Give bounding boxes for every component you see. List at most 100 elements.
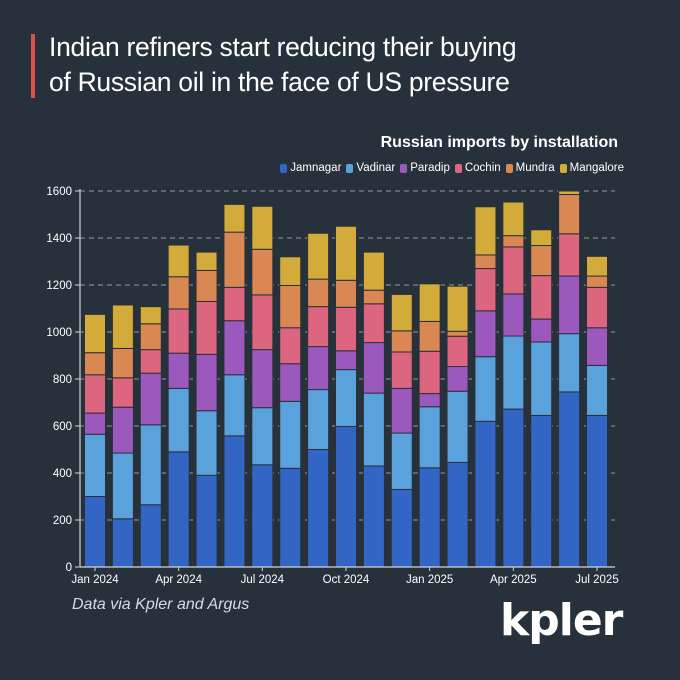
legend-item-jamnagar: Jamnagar (280, 162, 341, 174)
bar-vadinar-15 (502, 335, 525, 410)
y-tick-label: 800 (53, 374, 72, 386)
bar-stack-5 (223, 203, 246, 568)
bar-mangalore-13 (446, 285, 469, 332)
legend-item-vadinar: Vadinar (346, 162, 395, 174)
bar-paradip-9 (335, 350, 357, 371)
bar-jamnagar-14 (474, 420, 497, 568)
bar-stack-6 (251, 205, 274, 568)
bar-paradip-13 (446, 366, 469, 392)
bar-mundra-12 (418, 320, 441, 352)
bar-cochin-8 (307, 306, 330, 348)
bar-vadinar-0 (84, 433, 106, 498)
bar-mundra-15 (502, 235, 525, 248)
bar-mundra-0 (84, 352, 106, 376)
bar-mangalore-2 (139, 306, 162, 325)
chart-title: Russian imports by installation (380, 134, 618, 151)
bar-vadinar-12 (418, 406, 441, 469)
bar-mundra-3 (167, 276, 190, 310)
bar-mangalore-15 (502, 201, 525, 237)
bar-vadinar-9 (335, 369, 357, 427)
bar-vadinar-7 (279, 400, 302, 469)
bar-jamnagar-6 (251, 464, 274, 568)
bar-cochin-9 (335, 306, 357, 352)
bar-stack-18 (586, 255, 608, 568)
bar-mundra-10 (362, 289, 385, 305)
bar-mangalore-5 (223, 203, 246, 233)
bar-paradip-3 (167, 352, 190, 389)
bar-cochin-17 (558, 233, 581, 277)
bar-jamnagar-12 (418, 467, 441, 568)
bar-jamnagar-13 (446, 461, 469, 568)
legend-label: Mundra (515, 162, 555, 174)
bar-cochin-12 (418, 350, 441, 395)
bar-paradip-15 (502, 293, 525, 337)
bar-stack-17 (558, 190, 581, 568)
bar-stack-16 (530, 229, 553, 568)
bar-mangalore-9 (335, 225, 357, 281)
bar-stack-7 (279, 256, 302, 568)
bar-mundra-14 (474, 254, 497, 270)
bar-mundra-5 (223, 231, 246, 288)
legend-swatch (505, 163, 513, 173)
bar-mundra-2 (139, 323, 162, 351)
bar-paradip-6 (251, 349, 274, 409)
kpler-logo: kpler (500, 595, 623, 646)
y-tick-label: 1600 (46, 186, 72, 198)
y-tick-label: 400 (53, 468, 72, 480)
y-tick-label: 1000 (46, 327, 72, 339)
bar-stack-3 (167, 244, 190, 568)
y-tick-label: 1400 (46, 233, 72, 245)
bar-mangalore-1 (111, 304, 134, 349)
bar-mundra-9 (335, 279, 357, 308)
x-tick-label: Apr 2024 (155, 574, 202, 586)
title-line-2: of Russian oil in the face of US pressur… (49, 67, 510, 97)
bar-mangalore-12 (418, 283, 441, 322)
source-note: Data via Kpler and Argus (72, 596, 250, 613)
bar-paradip-17 (558, 275, 581, 335)
bar-mundra-6 (251, 248, 274, 296)
bar-paradip-2 (139, 372, 162, 426)
bar-vadinar-11 (390, 432, 413, 490)
x-tick-label: Apr 2025 (490, 574, 537, 586)
bar-stack-8 (307, 232, 330, 568)
bar-vadinar-8 (307, 389, 330, 451)
y-tick-label: 200 (53, 515, 72, 527)
bar-jamnagar-11 (390, 488, 413, 568)
bar-paradip-4 (195, 353, 218, 412)
bar-paradip-1 (111, 406, 134, 454)
bar-jamnagar-0 (84, 496, 106, 568)
bar-cochin-6 (251, 294, 274, 351)
bar-cochin-11 (390, 351, 413, 389)
bar-stack-10 (362, 251, 385, 568)
bar-jamnagar-16 (530, 414, 553, 568)
title-line-1: Indian refiners start reducing their buy… (49, 32, 517, 62)
bar-paradip-10 (362, 342, 385, 394)
bar-mundra-4 (195, 269, 218, 302)
bar-vadinar-4 (195, 410, 218, 476)
bar-jamnagar-10 (362, 465, 385, 568)
y-tick-label: 600 (53, 421, 72, 433)
bar-stack-2 (139, 306, 162, 568)
page-title: Indian refiners start reducing their buy… (49, 30, 669, 100)
legend-item-mangalore: Mangalore (559, 162, 624, 174)
bar-mundra-13 (446, 330, 469, 337)
bar-jamnagar-5 (223, 435, 246, 568)
legend-label: Vadinar (356, 162, 396, 174)
bar-vadinar-5 (223, 374, 246, 437)
bar-mundra-18 (586, 275, 608, 288)
bar-cochin-0 (84, 374, 106, 414)
bar-vadinar-10 (362, 392, 385, 467)
bar-mangalore-7 (279, 256, 302, 286)
legend-label: Mangalore (569, 162, 624, 174)
bar-jamnagar-18 (586, 414, 608, 568)
bar-jamnagar-7 (279, 467, 302, 568)
bar-cochin-15 (502, 246, 525, 295)
bar-jamnagar-3 (167, 451, 190, 568)
bar-cochin-18 (586, 286, 608, 329)
bar-mangalore-8 (307, 232, 330, 280)
bar-mangalore-18 (586, 255, 608, 277)
bar-cochin-3 (167, 308, 190, 354)
bar-cochin-5 (223, 286, 246, 322)
bar-vadinar-14 (474, 356, 497, 422)
